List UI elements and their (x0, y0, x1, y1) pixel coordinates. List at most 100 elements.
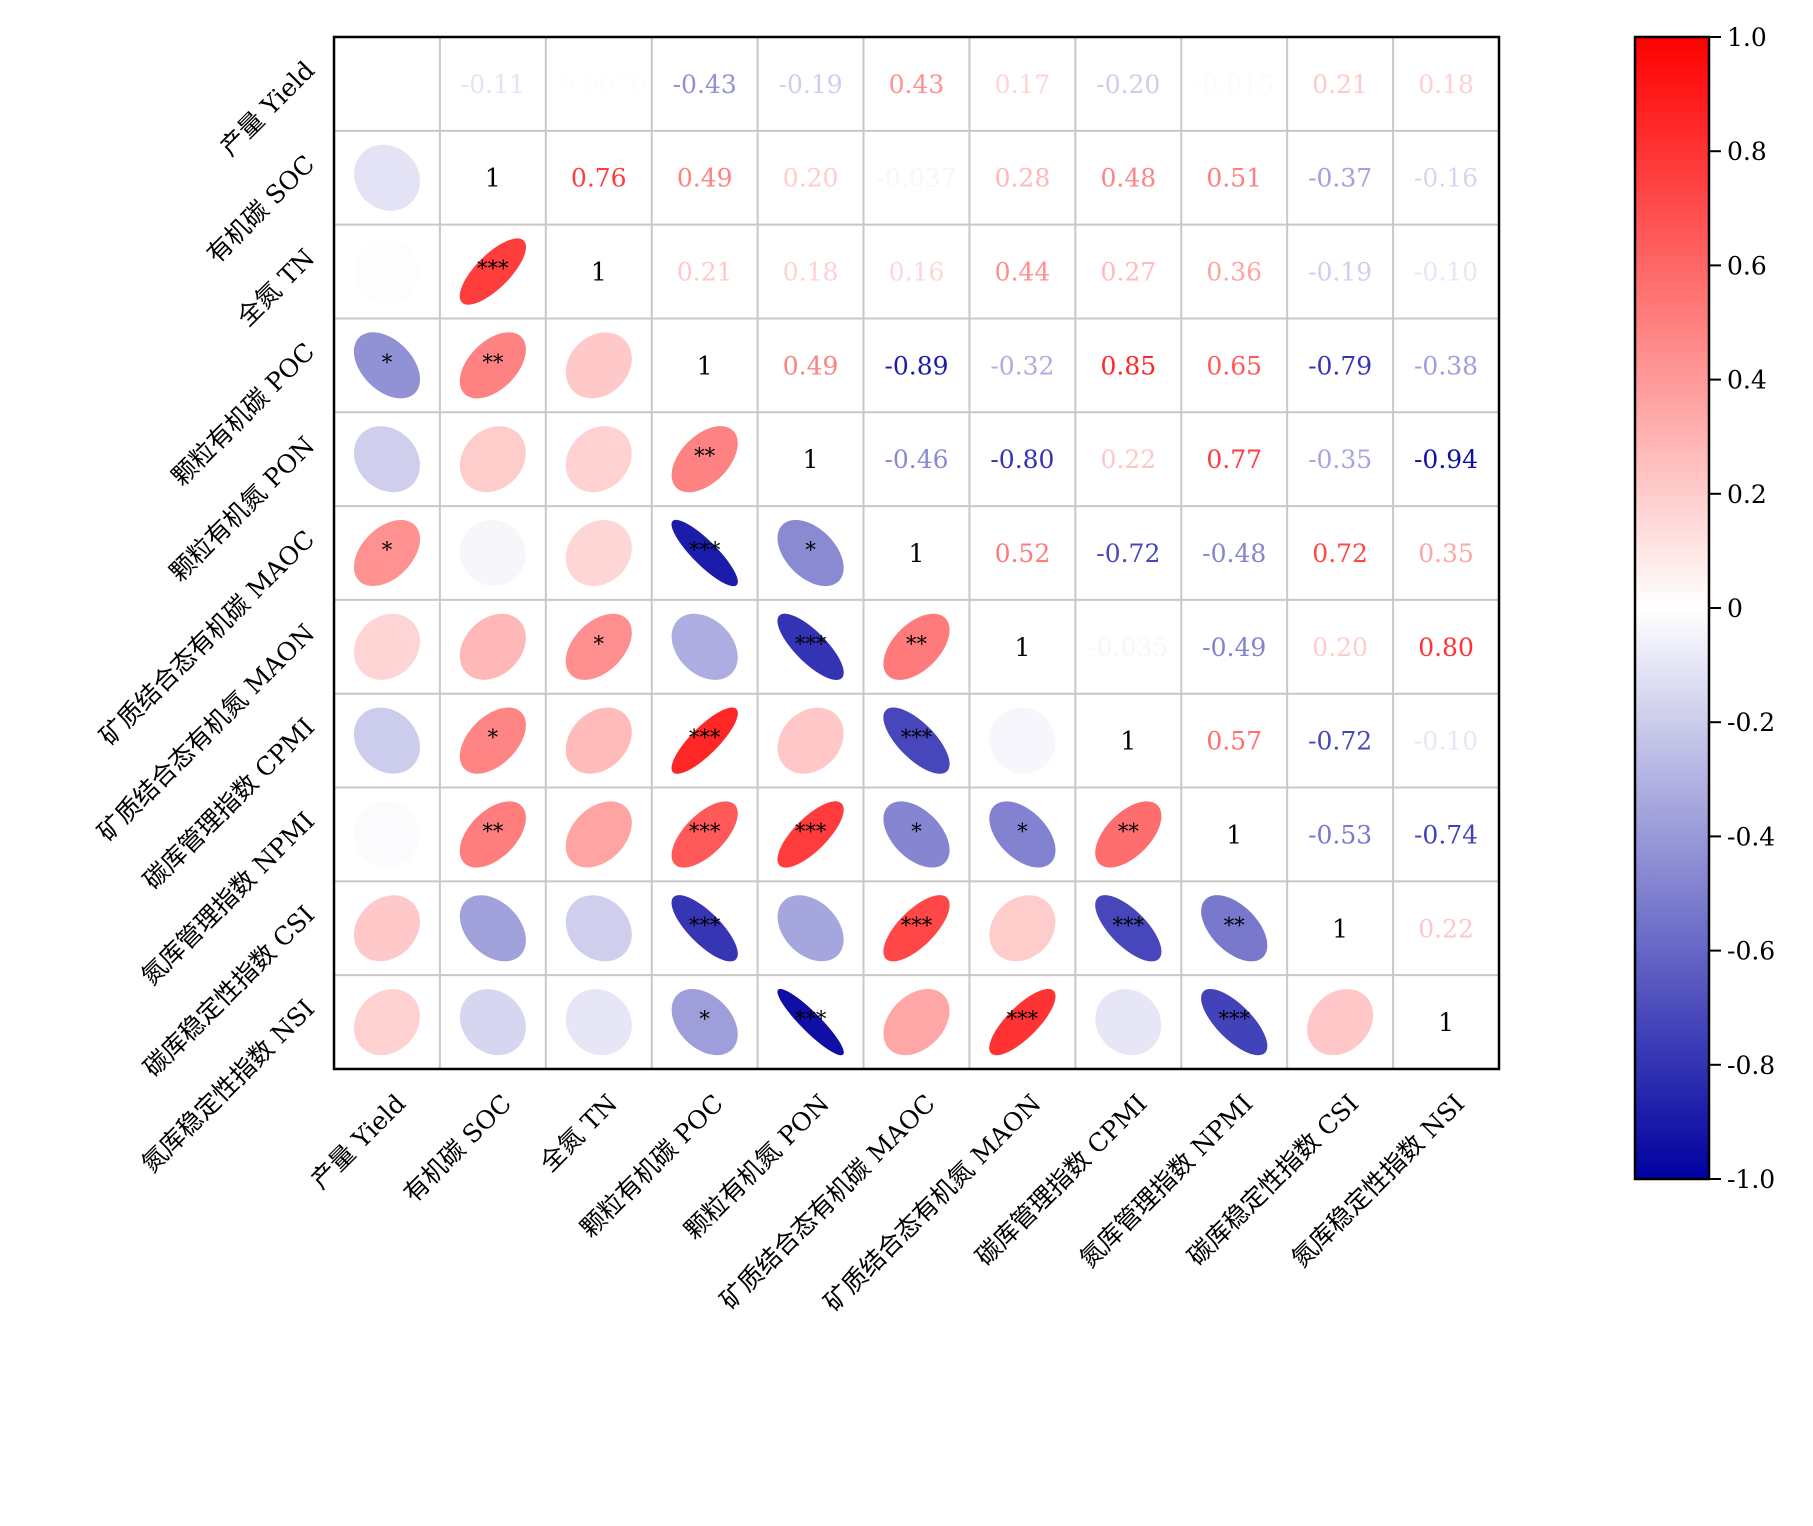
x-axis-label: 氮库管理指数 NPMI (1074, 1089, 1259, 1274)
significance-mark: *** (689, 538, 721, 562)
correlation-value: 0.49 (783, 351, 839, 380)
correlation-ellipse (353, 332, 421, 399)
matrix-grid (334, 37, 1499, 1069)
correlation-value: -0.19 (1308, 258, 1372, 287)
colorbar: 1.0 0.8 0.6 0.4 0.2 0 -0.2 -0.4 -0.6 -0.8 -1.0 (1633, 23, 1775, 1194)
correlation-value: -0.0070 (551, 70, 647, 99)
correlation-value: -0.53 (1308, 820, 1372, 849)
matrix-frame (332, 35, 1501, 1071)
significance-mark: *** (1007, 1007, 1039, 1031)
correlation-value: -0.94 (1414, 445, 1478, 474)
correlation-ellipse (1201, 988, 1268, 1056)
x-axis-label: 氮库稳定性指数 NSI (1286, 1089, 1470, 1273)
significance-mark: *** (901, 726, 933, 750)
correlation-value: -0.74 (1414, 820, 1478, 849)
colorbar-ticks: 1.0 0.8 0.6 0.4 0.2 0 -0.2 -0.4 -0.6 -0.8 -1.0 (1709, 23, 1775, 1194)
correlation-value: 0.27 (1100, 258, 1156, 287)
significance-mark: ** (482, 819, 504, 843)
upper-triangle-values: -0.11 -0.0070 -0.43 -0.19 0.43 0.17 -0.20 -0.01… (461, 70, 1478, 1037)
correlation-value: -0.35 (1308, 445, 1372, 474)
correlation-ellipse (777, 895, 844, 962)
correlation-ellipse (777, 707, 844, 774)
correlation-value: 1 (1226, 820, 1242, 849)
correlation-ellipse (459, 613, 526, 680)
correlation-ellipse (353, 519, 421, 587)
correlation-value: 0.20 (1312, 633, 1368, 662)
significance-mark: ** (694, 444, 716, 468)
correlation-value: 0.21 (677, 258, 733, 287)
correlation-value: 0.51 (1206, 164, 1262, 193)
significance-mark: * (382, 350, 393, 374)
significance-mark: *** (689, 913, 721, 937)
x-axis-label: 有机碳 SOC (398, 1089, 517, 1208)
significance-mark: ** (1118, 819, 1140, 843)
significance-mark: ** (906, 632, 928, 656)
colorbar-tick-label: -1.0 (1727, 1165, 1775, 1194)
colorbar-tick-label: -0.2 (1727, 708, 1775, 737)
correlation-ellipse (1201, 895, 1268, 962)
correlation-value: 0.21 (1312, 70, 1368, 99)
significance-mark: * (1017, 819, 1028, 843)
correlation-value: 0.18 (783, 258, 839, 287)
y-axis-label: 碳库管理指数 CPMI (138, 712, 321, 895)
correlation-value: 0.76 (571, 164, 627, 193)
correlation-value: -0.035 (1088, 633, 1168, 662)
significance-mark: * (594, 632, 605, 656)
correlation-ellipse (353, 801, 420, 868)
significance-mark: *** (689, 726, 721, 750)
correlation-value: -0.19 (779, 70, 843, 99)
correlation-ellipse (883, 801, 950, 868)
correlation-ellipse (777, 801, 844, 868)
correlation-ellipse (353, 707, 420, 774)
y-axis-label: 氮库管理指数 NPMI (136, 806, 321, 991)
correlation-value: -0.49 (1202, 633, 1266, 662)
x-axis-label: 矿质结合态有机氮 MAON (818, 1089, 1046, 1317)
correlation-ellipse (671, 989, 738, 1056)
lower-triangle-ellipses: **** ***** *** ** *** *** *** ***** *** *** * * ****… (353, 144, 1374, 1056)
correlation-ellipse (1307, 989, 1374, 1056)
correlation-value: 1 (485, 164, 501, 193)
x-axis-label: 矿质结合态有机碳 MAOC (714, 1089, 940, 1315)
significance-mark: ** (1224, 913, 1246, 937)
correlation-ellipse (565, 989, 632, 1056)
correlation-ellipse (565, 332, 632, 399)
correlation-value: 0.43 (889, 70, 945, 99)
correlation-value: -0.72 (1308, 727, 1372, 756)
correlation-value: 0.22 (1418, 914, 1474, 943)
correlation-ellipse (353, 989, 420, 1056)
correlation-value: 0.18 (1418, 70, 1474, 99)
correlation-ellipse (565, 426, 632, 493)
correlation-value: 0.28 (995, 164, 1051, 193)
colorbar-tick-label: 0.4 (1727, 366, 1767, 395)
significance-mark: * (488, 726, 499, 750)
correlation-value: 0.57 (1206, 727, 1262, 756)
correlation-ellipse (1095, 895, 1162, 962)
significance-mark: * (699, 1007, 710, 1031)
y-axis-label: 产量 Yield (214, 56, 320, 162)
significance-mark: * (911, 819, 922, 843)
correlation-value: 1 (591, 258, 607, 287)
correlation-value: -0.79 (1308, 351, 1372, 380)
correlation-value: 1 (1014, 633, 1030, 662)
correlation-value: 0.52 (995, 539, 1051, 568)
correlation-ellipse (353, 144, 420, 211)
y-axis-label: 氮库稳定性指数 NSI (136, 994, 320, 1178)
correlation-ellipse (459, 426, 526, 493)
correlation-ellipse (565, 613, 632, 680)
significance-mark: *** (1113, 913, 1145, 937)
correlation-ellipse (353, 613, 420, 680)
colorbar-tick-label: -0.8 (1727, 1051, 1775, 1080)
correlation-value: 0.22 (1100, 445, 1156, 474)
correlation-value: 0.17 (995, 70, 1051, 99)
significance-mark: *** (1218, 1007, 1250, 1031)
correlation-value: -0.10 (1414, 258, 1478, 287)
correlation-ellipse (1095, 989, 1162, 1056)
correlation-value: 0.65 (1206, 351, 1262, 380)
correlation-ellipse (671, 426, 738, 493)
correlation-ellipse (1095, 801, 1162, 868)
x-axis-label: 产量 Yield (305, 1089, 411, 1195)
correlation-value: -0.015 (1194, 70, 1274, 99)
correlation-value: -0.72 (1096, 539, 1160, 568)
x-axis-label: 碳库管理指数 CPMI (970, 1089, 1153, 1272)
